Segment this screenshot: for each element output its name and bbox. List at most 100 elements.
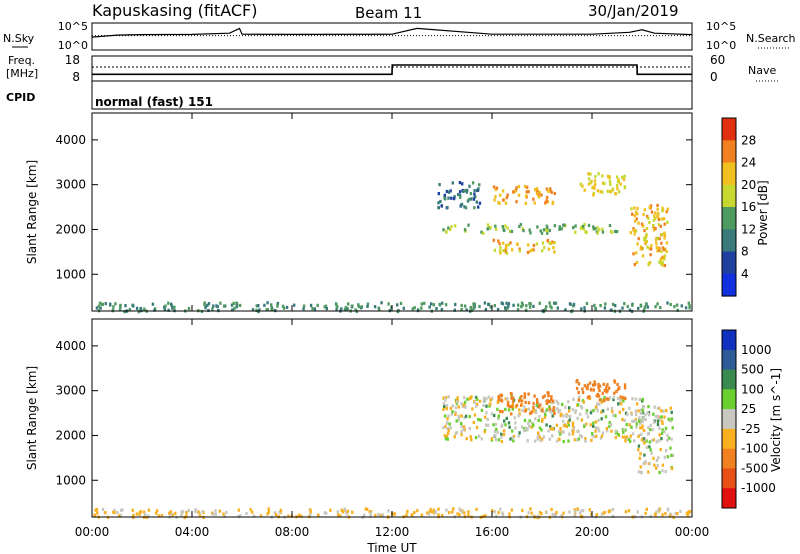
- data-cell: [622, 399, 625, 403]
- data-cell: [585, 422, 588, 426]
- velocity-colorbar-label: Velocity [m s^-1]: [769, 368, 783, 472]
- data-cell: [657, 248, 661, 252]
- data-cell: [532, 197, 535, 201]
- data-cell: [495, 186, 499, 190]
- data-cell: [660, 409, 663, 413]
- data-cell: [252, 514, 256, 518]
- data-cell: [468, 415, 471, 419]
- data-cell: [533, 394, 536, 398]
- data-cell: [548, 405, 551, 409]
- data-cell: [471, 181, 475, 185]
- data-cell: [627, 509, 631, 513]
- data-cell: [174, 511, 177, 515]
- data-cell: [655, 466, 658, 470]
- power-colorbar: 28 24 20 16 12 8 4: [721, 117, 756, 297]
- data-cell: [598, 384, 602, 388]
- data-cell: [657, 508, 660, 512]
- data-cell: [632, 227, 635, 231]
- data-cell: [515, 186, 518, 190]
- data-cell: [201, 510, 204, 514]
- data-cell: [509, 437, 512, 441]
- data-cell: [493, 198, 496, 202]
- data-cell: [676, 308, 679, 312]
- data-cell: [463, 416, 466, 420]
- data-cell: [572, 302, 576, 306]
- data-cell: [536, 437, 540, 441]
- data-cell: [287, 514, 290, 518]
- data-cell: [502, 228, 505, 232]
- data-cell: [660, 217, 663, 221]
- data-cell: [659, 258, 662, 262]
- data-cell: [506, 400, 510, 404]
- time-tick-label: 20:00: [575, 525, 610, 539]
- data-cell: [663, 234, 667, 238]
- data-cell: [530, 511, 533, 515]
- power-panel: Slant Range [km] 4000 3000 2000 1000 28 24 20…: [25, 112, 770, 314]
- data-cell: [676, 512, 679, 516]
- cpid-value: normal (fast) 151: [95, 95, 213, 109]
- data-cell: [669, 446, 672, 450]
- data-cell: [517, 399, 521, 403]
- data-cell: [501, 410, 504, 414]
- data-cell: [653, 214, 656, 218]
- data-cell: [483, 396, 486, 400]
- power-scatter-cells: [95, 172, 691, 314]
- data-cell: [420, 513, 423, 517]
- data-cell: [661, 513, 664, 517]
- data-cell: [641, 224, 645, 228]
- data-cell: [668, 514, 672, 518]
- data-cell: [454, 405, 458, 410]
- data-cell: [628, 308, 632, 312]
- data-cell: [469, 305, 472, 310]
- data-cell: [225, 510, 228, 514]
- data-cell: [658, 237, 661, 241]
- data-cell: [483, 430, 486, 434]
- data-cell: [151, 302, 155, 306]
- data-cell: [551, 399, 555, 403]
- data-cell: [520, 305, 523, 309]
- data-cell: [596, 189, 600, 193]
- data-cell: [164, 304, 167, 308]
- data-cell: [623, 383, 627, 387]
- data-cell: [529, 231, 532, 235]
- data-cell: [589, 172, 592, 176]
- data-cell: [546, 231, 549, 235]
- data-cell: [674, 511, 677, 516]
- data-cell: [116, 511, 119, 515]
- data-cell: [660, 419, 664, 423]
- data-cell: [633, 214, 636, 218]
- data-cell: [601, 431, 605, 435]
- data-cell: [493, 413, 496, 417]
- data-cell: [463, 400, 467, 404]
- data-cell: [486, 423, 490, 427]
- data-cell: [590, 438, 593, 442]
- data-cell: [639, 408, 643, 412]
- data-cell: [648, 428, 652, 432]
- data-cell: [449, 426, 452, 430]
- range-tick-label: 3000: [55, 384, 86, 398]
- colorbar-tick-label: 500: [741, 363, 764, 377]
- data-cell: [550, 306, 553, 310]
- data-cell: [437, 507, 440, 511]
- data-cell: [462, 403, 465, 407]
- data-cell: [170, 302, 173, 306]
- data-cell: [453, 224, 457, 228]
- data-cell: [406, 509, 409, 513]
- data-cell: [379, 514, 382, 518]
- data-cell: [445, 407, 448, 411]
- data-cell: [526, 428, 529, 432]
- data-cell: [623, 386, 627, 390]
- data-cell: [646, 214, 649, 218]
- data-cell: [480, 230, 483, 234]
- data-cell: [651, 428, 654, 432]
- data-cell: [568, 432, 571, 436]
- data-cell: [608, 179, 612, 184]
- data-cell: [501, 225, 504, 229]
- data-cell: [637, 434, 640, 438]
- data-cell: [137, 310, 140, 314]
- data-cell: [237, 508, 240, 512]
- data-cell: [584, 437, 587, 441]
- data-cell: [650, 210, 654, 214]
- data-cell: [622, 428, 626, 432]
- data-cell: [432, 508, 435, 512]
